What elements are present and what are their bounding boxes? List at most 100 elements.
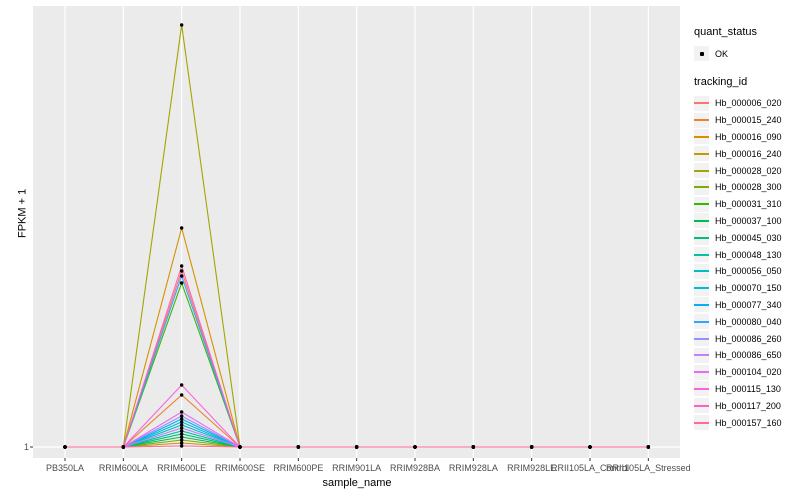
legend-key-box xyxy=(694,314,709,330)
data-point xyxy=(646,445,651,449)
data-point xyxy=(179,438,184,442)
data-point xyxy=(413,445,417,449)
data-point xyxy=(179,435,184,439)
legend-key-box xyxy=(694,364,709,380)
line-swatch-icon xyxy=(694,387,709,390)
legend-item-label: Hb_000048_130 xyxy=(715,249,782,260)
data-point xyxy=(179,383,184,387)
legend-item-label: Hb_000117_200 xyxy=(715,400,781,411)
legend-key-box xyxy=(694,129,709,145)
legend-item-label: Hb_000104_020 xyxy=(715,367,782,378)
legend-title-quant-status: quant_status xyxy=(694,26,757,38)
data-point xyxy=(179,417,184,421)
line-swatch-icon xyxy=(694,371,709,374)
line-swatch-icon xyxy=(694,421,709,424)
legend-item-Hb_000028_300: Hb_000028_300 xyxy=(694,179,800,196)
legend-item-ok: OK xyxy=(694,45,800,62)
y-axis-title: FPKM + 1 xyxy=(16,188,29,238)
line-swatch-icon xyxy=(694,102,709,105)
legend-key-box xyxy=(694,196,709,212)
data-point xyxy=(179,432,184,436)
legend-key-box xyxy=(694,179,709,195)
legend-item-label: Hb_000080_040 xyxy=(715,316,782,327)
x-axis-title: sample_name xyxy=(322,477,392,489)
legend-item-label: Hb_000028_300 xyxy=(715,182,782,193)
legend-item-Hb_000037_100: Hb_000037_100 xyxy=(694,213,800,230)
legend-item-label: Hb_000056_050 xyxy=(715,266,782,277)
line-swatch-icon xyxy=(694,152,709,155)
legend-item-Hb_000104_020: Hb_000104_020 xyxy=(694,364,800,381)
x-tick-label: RRIM600LE xyxy=(157,463,207,473)
legend-item-label: Hb_000086_260 xyxy=(715,333,782,344)
line-swatch-icon xyxy=(694,337,709,340)
legend-item-label: Hb_000028_020 xyxy=(715,165,782,176)
line-swatch-icon xyxy=(694,236,709,239)
legend-item-Hb_000048_130: Hb_000048_130 xyxy=(694,246,800,263)
line-swatch-icon xyxy=(694,320,709,323)
legend-item-Hb_000056_050: Hb_000056_050 xyxy=(694,263,800,280)
legend-key-box xyxy=(694,112,709,128)
line-swatch-icon xyxy=(694,169,709,172)
legend-item-Hb_000015_240: Hb_000015_240 xyxy=(694,112,800,129)
data-point xyxy=(588,445,592,449)
legend-key-box xyxy=(694,146,709,162)
data-point xyxy=(179,426,184,430)
data-point xyxy=(179,423,184,427)
data-point xyxy=(179,410,184,414)
legend-item-label: Hb_000016_240 xyxy=(715,148,782,159)
legend: quant_status OK tracking_id Hb_000006_02… xyxy=(694,26,800,431)
data-point xyxy=(529,445,534,449)
data-point xyxy=(354,445,359,449)
data-point xyxy=(63,445,67,449)
data-point xyxy=(179,274,184,278)
line-swatch-icon xyxy=(694,270,709,273)
data-point xyxy=(121,445,126,449)
legend-item-Hb_000157_160: Hb_000157_160 xyxy=(694,414,800,431)
legend-item-label: Hb_000157_160 xyxy=(715,417,782,428)
legend-key-box xyxy=(694,213,709,229)
y-tick-label: 1 xyxy=(23,442,29,452)
legend-key-box xyxy=(694,415,709,431)
line-swatch-icon xyxy=(694,203,709,206)
line-swatch-icon xyxy=(694,354,709,357)
legend-key-box xyxy=(694,331,709,347)
legend-item-Hb_000028_020: Hb_000028_020 xyxy=(694,162,800,179)
line-swatch-icon xyxy=(694,219,709,222)
data-point xyxy=(179,393,184,397)
data-point xyxy=(179,23,184,27)
legend-item-label: Hb_000006_020 xyxy=(715,98,782,109)
legend-item-label: Hb_000115_130 xyxy=(715,383,781,394)
legend-tracking-items: Hb_000006_020 Hb_000015_240 Hb_000016_090 H… xyxy=(694,95,800,431)
data-point xyxy=(179,269,184,273)
data-point xyxy=(179,441,184,445)
x-tick-label: RRIM928LA xyxy=(448,463,498,473)
legend-section-gap xyxy=(694,62,800,76)
x-tick-label: RRII105LA_Stressed xyxy=(606,463,691,473)
data-point xyxy=(179,264,184,268)
data-point xyxy=(179,414,184,418)
x-tick-label: PB350LA xyxy=(45,463,85,473)
legend-key-box xyxy=(694,398,709,414)
data-point xyxy=(179,444,184,448)
data-point xyxy=(179,429,184,433)
legend-key-box xyxy=(694,230,709,246)
legend-item-label: Hb_000031_310 xyxy=(715,199,782,210)
x-tick-label: RRIM901LA xyxy=(332,463,382,473)
legend-key-box xyxy=(694,347,709,363)
data-point xyxy=(179,281,184,285)
x-tick-label: RRIM600LA xyxy=(98,463,148,473)
legend-item-Hb_000086_260: Hb_000086_260 xyxy=(694,330,800,347)
legend-item-Hb_000080_040: Hb_000080_040 xyxy=(694,313,800,330)
legend-key-box xyxy=(694,263,709,279)
x-tick-label: RRII105LA_Control xyxy=(550,463,630,473)
legend-item-Hb_000070_150: Hb_000070_150 xyxy=(694,280,800,297)
legend-item-Hb_000077_340: Hb_000077_340 xyxy=(694,297,800,314)
legend-item-label: Hb_000077_340 xyxy=(715,299,782,310)
legend-item-Hb_000006_020: Hb_000006_020 xyxy=(694,95,800,112)
legend-item-label: Hb_000037_100 xyxy=(715,215,782,226)
legend-key-box xyxy=(694,46,709,61)
legend-item-Hb_000031_310: Hb_000031_310 xyxy=(694,196,800,213)
legend-item-label: Hb_000045_030 xyxy=(715,232,782,243)
